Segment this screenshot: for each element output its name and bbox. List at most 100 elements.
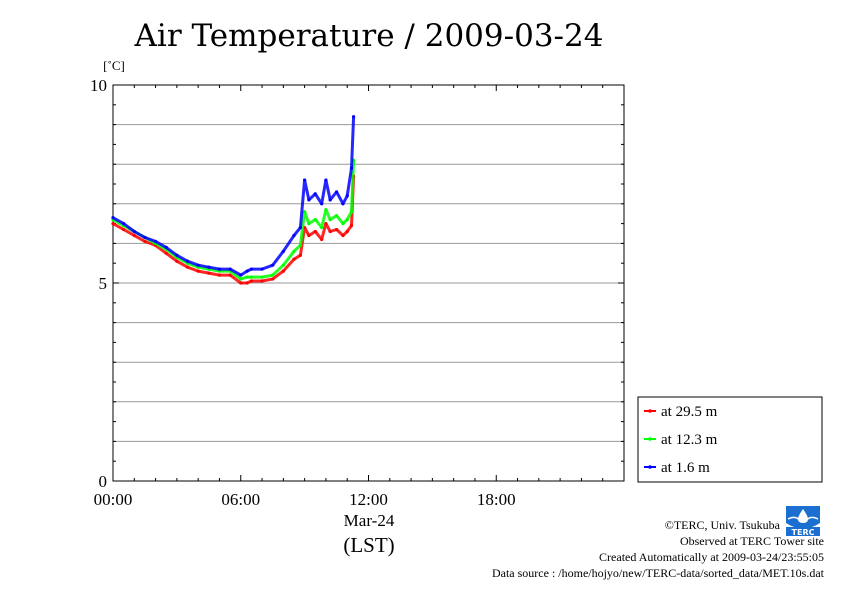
legend: at 29.5 m at 12.3 m at 1.6 m [637, 396, 823, 483]
grid-lines [113, 124, 624, 442]
data-point [345, 194, 349, 198]
logo-text: TERC [792, 528, 815, 537]
data-point [239, 277, 243, 281]
copyright-text: ©TERC, Univ. Tsukuba [664, 518, 780, 532]
data-point [320, 202, 324, 206]
data-point [345, 229, 349, 234]
data-point [132, 229, 136, 234]
data-point [320, 225, 324, 230]
observed-site-text: Observed at TERC Tower site [679, 534, 824, 548]
data-point [334, 227, 339, 232]
data-point [349, 223, 354, 228]
x-axis-timezone-label: (LST) [343, 533, 394, 557]
data-point [245, 275, 249, 279]
data-point [271, 273, 275, 277]
data-point [313, 192, 317, 196]
data-point [175, 253, 179, 257]
data-point [111, 216, 115, 220]
data-point [345, 218, 349, 222]
data-point [196, 263, 200, 267]
data-point [349, 210, 354, 214]
data-point [239, 273, 243, 277]
data-point [122, 222, 126, 226]
created-timestamp-text: Created Automatically at 2009-03-24/23:5… [599, 550, 824, 564]
data-point [249, 267, 253, 271]
data-point [313, 218, 317, 222]
data-point [328, 198, 332, 202]
data-point [292, 257, 296, 261]
data-point [122, 227, 126, 232]
data-point [217, 267, 222, 271]
data-point [228, 267, 232, 271]
legend-marker [648, 465, 652, 469]
chart-title: Air Temperature / 2009-03-24 [134, 18, 604, 54]
legend-label: at 29.5 m [661, 404, 718, 420]
legend-box [637, 396, 823, 483]
data-point [239, 281, 243, 285]
data-point [303, 178, 307, 182]
x-tick-label: 00:00 [94, 490, 133, 509]
x-axis-date-label: Mar-24 [344, 511, 395, 530]
data-point [185, 259, 190, 263]
legend-marker [648, 409, 652, 413]
data-point [228, 273, 232, 277]
data-point [260, 267, 264, 271]
data-point [298, 225, 302, 230]
series-line-1 [111, 174, 356, 285]
legend-label: at 12.3 m [661, 432, 718, 448]
terc-logo: TERC [786, 506, 820, 537]
y-tick-label: 10 [90, 76, 107, 95]
data-point [281, 263, 285, 267]
axis-ticks: 00:00 06:00 12:00 18:00 0 5 10 [90, 76, 625, 509]
data-point [324, 208, 328, 212]
data-point [260, 275, 264, 279]
x-tick-label: 12:00 [349, 490, 388, 509]
data-point [245, 281, 249, 285]
y-tick-label: 5 [99, 274, 108, 293]
data-point [307, 198, 311, 202]
data-point [298, 253, 302, 257]
data-point [249, 279, 253, 283]
data-point [341, 202, 345, 206]
data-point [324, 178, 328, 182]
data-point [328, 218, 332, 222]
x-tick-label: 18:00 [477, 490, 516, 509]
data-point [292, 233, 296, 238]
data-point [175, 259, 179, 263]
data-point [249, 275, 253, 279]
data-point [271, 277, 275, 281]
data-point [217, 273, 222, 277]
data-point [334, 190, 339, 194]
data-point [334, 214, 339, 218]
data-point [281, 269, 285, 273]
data-point [320, 237, 324, 242]
data-point [324, 222, 328, 226]
data-point [328, 229, 332, 234]
data-point [207, 271, 211, 275]
x-tick-label: 06:00 [221, 490, 260, 509]
data-point [341, 233, 345, 238]
data-point [207, 265, 211, 269]
series-lines [111, 115, 356, 285]
legend-marker [648, 437, 652, 441]
series-line-2 [111, 158, 356, 281]
data-point [164, 245, 168, 249]
data-point [303, 210, 307, 214]
data-point [196, 269, 200, 273]
y-axis-unit: [˚C] [103, 58, 125, 73]
data-point [185, 265, 190, 269]
data-point [298, 243, 302, 247]
data-point [307, 233, 311, 238]
data-point [245, 269, 249, 273]
y-tick-label: 0 [99, 472, 108, 491]
credits-block: ©TERC, Univ. Tsukuba Observed at TERC To… [404, 517, 824, 581]
data-point [132, 233, 136, 238]
data-point [143, 235, 147, 240]
data-point [153, 239, 158, 244]
data-point [307, 222, 311, 226]
data-point [313, 229, 317, 234]
data-point [341, 222, 345, 226]
data-point [164, 251, 168, 255]
data-point [111, 222, 115, 226]
